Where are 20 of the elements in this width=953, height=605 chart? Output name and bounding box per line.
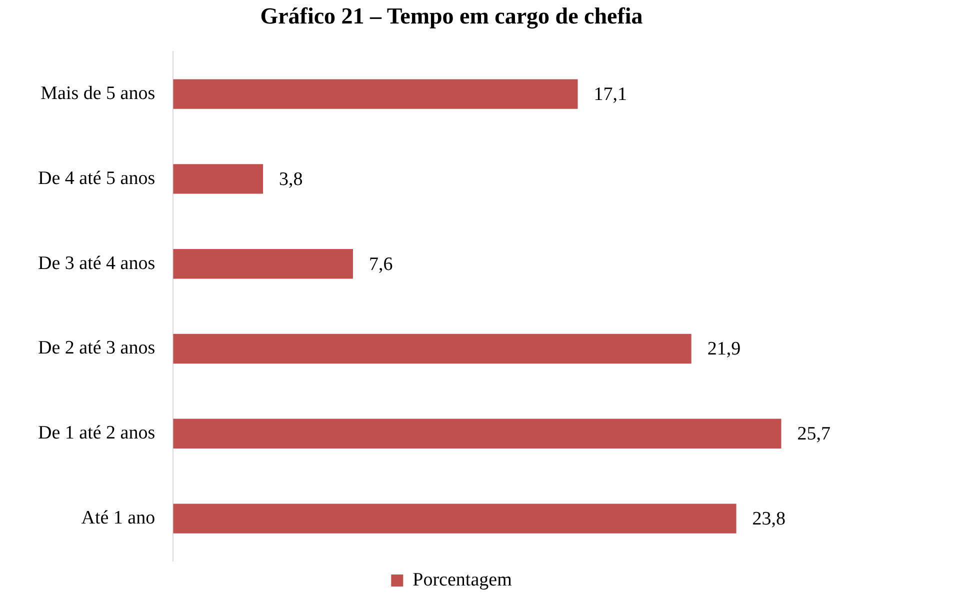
y-tick-label: De 1 até 2 anos: [38, 422, 156, 444]
data-label: 23,8: [752, 508, 786, 530]
y-tick-label: De 4 até 5 anos: [38, 168, 156, 189]
bar: [173, 248, 353, 279]
legend-label: Porcentagem: [412, 569, 512, 590]
y-tick-label: Até 1 ano: [81, 508, 156, 529]
y-tick-label: De 3 até 4 anos: [38, 252, 156, 274]
data-label: 25,7: [797, 424, 830, 445]
data-label: 7,6: [368, 254, 393, 275]
y-tick-label: Mais de 5 anos: [40, 83, 156, 104]
bar: [173, 79, 578, 109]
bar: [173, 334, 692, 364]
y-tick-label: De 2 até 3 anos: [38, 338, 156, 359]
data-label: 21,9: [707, 338, 741, 360]
bar: [173, 418, 782, 449]
chart-title: Gráfico 21 – Tempo em cargo de chefia: [260, 4, 644, 30]
data-label: 17,1: [594, 84, 628, 106]
bar: [173, 504, 736, 534]
bar: [173, 164, 264, 194]
data-label: 3,8: [279, 168, 303, 190]
